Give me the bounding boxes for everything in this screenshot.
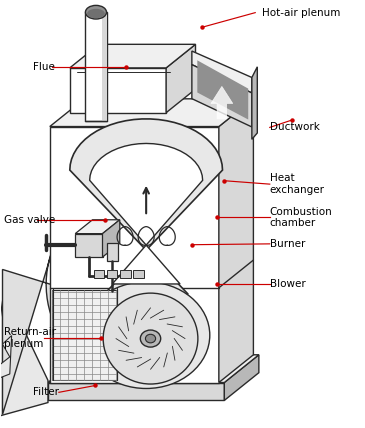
- Ellipse shape: [140, 330, 161, 347]
- Polygon shape: [252, 67, 257, 140]
- Polygon shape: [107, 243, 118, 262]
- Text: Gas valve: Gas valve: [4, 214, 55, 225]
- Polygon shape: [70, 119, 223, 294]
- Polygon shape: [3, 247, 170, 414]
- Polygon shape: [103, 220, 120, 257]
- Polygon shape: [70, 45, 196, 68]
- Text: Hot-air plenum: Hot-air plenum: [262, 8, 341, 18]
- Polygon shape: [102, 12, 107, 121]
- Polygon shape: [197, 60, 248, 119]
- Ellipse shape: [145, 334, 155, 343]
- Polygon shape: [85, 12, 107, 121]
- Text: Combustion
chamber: Combustion chamber: [270, 207, 333, 228]
- Polygon shape: [0, 336, 12, 378]
- Polygon shape: [70, 68, 166, 113]
- Polygon shape: [48, 355, 259, 383]
- Polygon shape: [192, 65, 252, 127]
- Polygon shape: [211, 86, 233, 119]
- Text: Filter: Filter: [34, 387, 59, 397]
- Bar: [107, 270, 118, 278]
- Bar: [94, 270, 104, 278]
- Polygon shape: [50, 127, 219, 383]
- Polygon shape: [50, 99, 253, 127]
- Ellipse shape: [85, 6, 107, 19]
- Polygon shape: [219, 99, 253, 383]
- Polygon shape: [90, 143, 203, 284]
- Bar: [134, 270, 143, 278]
- Text: Flue: Flue: [34, 62, 55, 72]
- Text: Return-air
plenum: Return-air plenum: [4, 327, 57, 348]
- Text: Blower: Blower: [270, 279, 306, 289]
- Polygon shape: [51, 290, 118, 380]
- Ellipse shape: [87, 9, 105, 18]
- Ellipse shape: [103, 293, 198, 384]
- Polygon shape: [192, 51, 252, 93]
- Polygon shape: [166, 45, 196, 113]
- Polygon shape: [75, 234, 103, 257]
- Ellipse shape: [82, 282, 210, 389]
- Text: Burner: Burner: [270, 239, 305, 249]
- Bar: [120, 270, 131, 278]
- Polygon shape: [224, 355, 259, 401]
- Text: Ductwork: Ductwork: [270, 122, 320, 132]
- Polygon shape: [75, 220, 120, 234]
- Polygon shape: [48, 383, 224, 401]
- Polygon shape: [0, 288, 48, 416]
- Text: Heat
exchanger: Heat exchanger: [270, 173, 325, 195]
